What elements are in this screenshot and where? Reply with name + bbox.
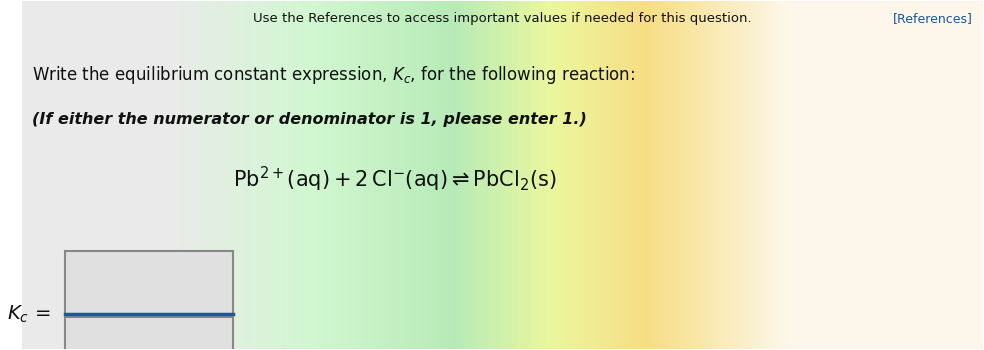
Text: [References]: [References] xyxy=(893,12,973,25)
Text: Write the equilibrium constant expression, $K_c$, for the following reaction:: Write the equilibrium constant expressio… xyxy=(31,64,635,86)
FancyBboxPatch shape xyxy=(65,251,233,314)
Text: (If either the numerator or denominator is 1, please enter 1.): (If either the numerator or denominator … xyxy=(31,112,586,127)
Text: $\mathrm{Pb^{2+}(aq) + 2\, Cl^{-}(aq) \rightleftharpoons PbCl_2(s)}$: $\mathrm{Pb^{2+}(aq) + 2\, Cl^{-}(aq) \r… xyxy=(233,164,557,194)
FancyBboxPatch shape xyxy=(65,317,233,350)
Text: Use the References to access important values if needed for this question.: Use the References to access important v… xyxy=(253,12,752,25)
Text: $K_c$ =: $K_c$ = xyxy=(7,303,51,324)
